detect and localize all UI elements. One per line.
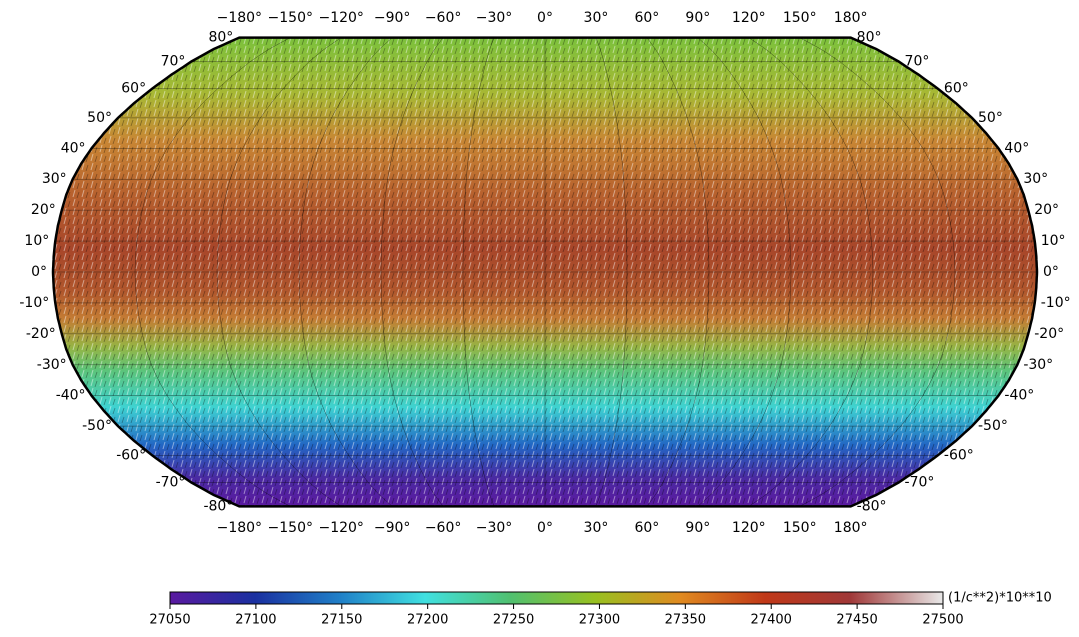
lat-label-left: -80° [203,498,233,514]
lon-label-bottom: 120° [732,520,766,536]
lon-label-top: 150° [783,10,817,26]
lat-label-left: 10° [24,233,49,249]
meridian [298,37,393,507]
colorbar-tick-label: 27350 [665,613,706,628]
lon-label-bottom: −60° [425,520,462,536]
colorbar-tick-label: 27200 [407,613,448,628]
colorbar-tick-label: 27150 [321,613,362,628]
lat-label-left: 0° [31,264,47,280]
lat-label-right: -40° [1004,388,1034,404]
colorbar-tick-label: 27100 [235,613,276,628]
lat-label-right: 20° [1034,202,1059,218]
lat-label-right: -30° [1023,357,1053,373]
lat-label-right: 80° [857,30,882,46]
lat-label-right: -50° [978,418,1008,434]
lat-label-left: -60° [116,447,146,463]
map-labels: 80° 80°70° 70°60° 60°50° 50°40° 40°30° 30°20° 2… [19,10,1070,536]
map-border [51,36,1039,508]
lon-label-bottom: 180° [834,520,868,536]
lon-label-top: −30° [476,10,513,26]
lat-label-left: -20° [26,326,56,342]
meridian [646,37,710,507]
colorbar-tick-label: 27050 [149,613,190,628]
lat-label-left: 30° [42,171,67,187]
lat-label-left: 70° [161,54,186,70]
lat-label-right: -80° [857,498,887,514]
lon-label-top: 0° [537,10,553,26]
lon-label-bottom: 90° [685,520,710,536]
colorbar: (1/c**2)*10**10 27050 27100 27150 27200 2725… [149,591,1051,628]
colorbar-tick-label: 27500 [922,613,963,628]
lon-label-top: 30° [584,10,609,26]
lat-label-left: 50° [87,110,112,126]
lat-label-left: -40° [56,388,86,404]
lat-label-left: 40° [61,140,86,156]
colorbar-ramp [169,591,944,605]
lon-label-top: 120° [732,10,766,26]
meridian [462,37,495,507]
lon-label-bottom: 0° [537,520,553,536]
lat-label-right: -60° [944,447,974,463]
lon-label-bottom: −120° [318,520,363,536]
lon-label-top: −90° [374,10,411,26]
lat-label-right: 10° [1041,233,1066,249]
lon-label-bottom: 150° [783,520,817,536]
lat-label-right: 60° [944,81,969,97]
colorbar-label: (1/c**2)*10**10 [948,591,1052,606]
lat-label-right: 50° [978,110,1003,126]
lon-label-top: −150° [268,10,313,26]
lon-label-bottom: 30° [584,520,609,536]
lat-label-right: 40° [1004,140,1029,156]
colorbar-tick-label: 27450 [836,613,877,628]
lon-label-top: −180° [217,10,262,26]
meridian [748,37,874,507]
meridian [697,37,792,507]
lon-label-bottom: 60° [634,520,659,536]
lat-label-left: -10° [19,295,49,311]
lat-label-left: -50° [82,418,112,434]
lat-label-right: 30° [1023,171,1048,187]
lon-label-top: 60° [634,10,659,26]
lat-label-right: -70° [905,474,935,490]
lat-label-right: -10° [1041,295,1071,311]
lat-label-left: 60° [121,81,146,97]
lat-label-left: 80° [208,30,233,46]
lat-label-right: 70° [905,54,930,70]
lat-label-left: -30° [37,357,67,373]
lon-label-top: 180° [834,10,868,26]
lon-label-bottom: −30° [476,520,513,536]
meridian [799,37,956,507]
lon-label-top: 90° [685,10,710,26]
lon-label-top: −60° [425,10,462,26]
lon-label-bottom: −90° [374,520,411,536]
meridian [380,37,444,507]
lon-label-top: −120° [318,10,363,26]
lat-label-right: 0° [1043,264,1059,280]
colorbar-tick-label: 27400 [751,613,792,628]
lat-label-left: 20° [31,202,56,218]
lon-label-bottom: −180° [217,520,262,536]
meridian [216,37,342,507]
colorbar-tick-label: 27300 [579,613,620,628]
lon-label-bottom: −150° [268,520,313,536]
lat-label-left: -70° [156,474,186,490]
meridian [134,37,291,507]
lat-label-right: -20° [1034,326,1064,342]
meridian [595,37,628,507]
colorbar-tick-label: 27250 [493,613,534,628]
